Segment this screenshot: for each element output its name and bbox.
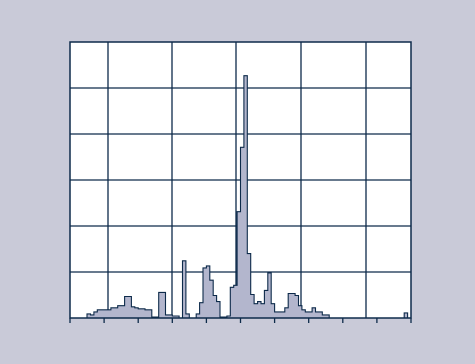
x-axis-ticks bbox=[69, 318, 412, 323]
plot-frame bbox=[69, 41, 412, 319]
histogram-area bbox=[70, 75, 411, 319]
